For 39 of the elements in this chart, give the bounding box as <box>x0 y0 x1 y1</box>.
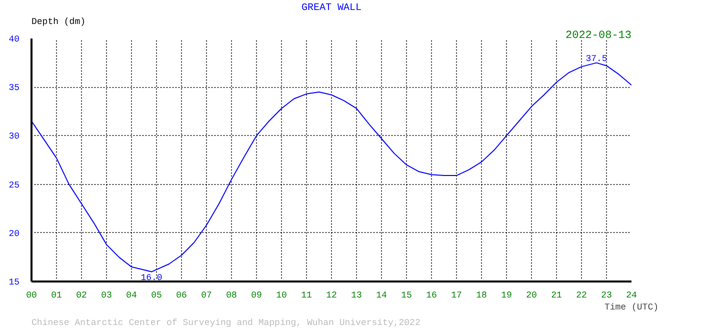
x-tick-label: 22 <box>576 290 587 300</box>
x-tick-label: 13 <box>351 290 362 300</box>
x-tick-label: 01 <box>51 290 62 300</box>
x-tick-label: 00 <box>26 290 37 300</box>
x-tick-label: 04 <box>126 290 137 300</box>
y-tick-label: 40 <box>8 34 20 44</box>
x-tick-label: 10 <box>276 290 287 300</box>
x-axis-title: Time (UTC) <box>604 302 659 312</box>
line-series <box>32 62 632 272</box>
x-tick-label: 18 <box>476 290 487 300</box>
annotation: 37.5 <box>586 54 608 64</box>
x-tick-label: 11 <box>301 290 312 300</box>
x-tick-label: 02 <box>76 290 87 300</box>
x-tick-label: 17 <box>451 290 462 300</box>
y-tick-label: 25 <box>8 180 20 190</box>
x-tick-label: 16 <box>426 290 437 300</box>
x-tick-label: 03 <box>101 290 112 300</box>
y-tick-label: 30 <box>8 132 20 142</box>
x-tick-label: 06 <box>176 290 187 300</box>
x-tick-label: 19 <box>501 290 512 300</box>
x-tick-label: 09 <box>251 290 262 300</box>
chart-title: GREAT WALL <box>301 3 362 14</box>
y-tick-label: 15 <box>8 278 20 288</box>
x-tick-label: 23 <box>601 290 612 300</box>
x-tick-label: 24 <box>626 290 637 300</box>
x-tick-label: 05 <box>151 290 162 300</box>
y-axis-title: Depth (dm) <box>32 17 86 27</box>
y-tick-label: 20 <box>8 228 20 239</box>
x-tick-label: 20 <box>526 290 537 300</box>
annotation: 2022-08-13 <box>565 30 632 42</box>
x-tick-label: 12 <box>326 290 337 300</box>
annotation: 16.0 <box>140 272 162 283</box>
x-tick-label: 14 <box>376 290 387 300</box>
x-tick-label: 07 <box>201 290 212 300</box>
x-tick-label: 21 <box>551 290 562 300</box>
x-tick-label: 15 <box>401 290 412 300</box>
y-tick-label: 35 <box>8 83 20 94</box>
text: Chinese Antarctic Center of Surveying and Mapping, Wuhan University,2022 <box>32 318 420 328</box>
x-tick-label: 08 <box>226 290 237 300</box>
